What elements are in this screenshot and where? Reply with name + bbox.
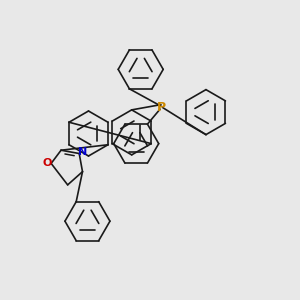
Text: O: O: [43, 158, 52, 168]
Text: N: N: [78, 147, 87, 157]
Text: P: P: [156, 101, 166, 114]
